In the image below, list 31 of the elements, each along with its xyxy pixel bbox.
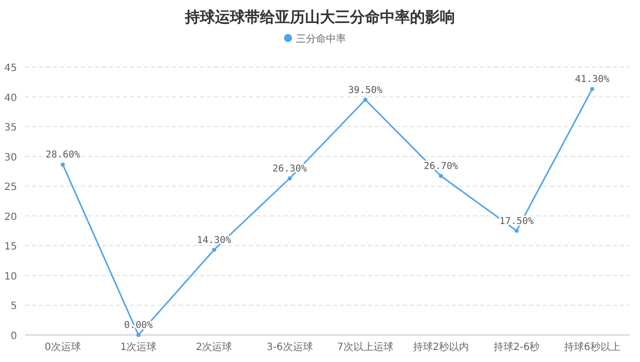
point — [514, 228, 519, 233]
y-tick-label: 40 — [4, 92, 17, 104]
chart-title: 持球运球带给亚历山大三分命中率的影响 — [184, 8, 455, 26]
x-tick-label: 0次运球 — [44, 341, 81, 353]
y-tick-label: 15 — [4, 242, 17, 253]
y-tick-label: 30 — [4, 152, 17, 164]
x-tick-label: 持球6秒以上 — [564, 341, 620, 353]
data-label: 41.30% — [575, 74, 610, 86]
data-label: 28.60% — [46, 150, 80, 161]
y-tick-label: 35 — [4, 122, 17, 134]
y-tick-label: 45 — [4, 63, 17, 74]
x-tick-label: 1次运球 — [120, 341, 157, 353]
y-tick-label: 25 — [4, 182, 17, 194]
x-tick-label: 7次以上运球 — [337, 341, 394, 353]
point — [438, 174, 443, 178]
data-label: 39.50% — [348, 84, 383, 96]
y-tick-label: 10 — [4, 271, 17, 282]
point — [136, 333, 140, 337]
y-tick-label: 0 — [10, 331, 17, 342]
point — [212, 248, 216, 252]
x-tick-label: 持球2-6秒 — [493, 341, 540, 353]
point — [60, 162, 65, 167]
x-tick-label: 2次运球 — [196, 341, 232, 353]
legend-label: 三分命中率 — [296, 33, 346, 45]
x-tick-label: 持球2秒以内 — [412, 341, 470, 353]
y-tick-label: 5 — [10, 301, 17, 312]
point — [288, 176, 292, 180]
point — [363, 98, 368, 102]
point — [590, 87, 594, 92]
x-tick-label: 3-6次运球 — [266, 341, 313, 353]
y-tick-label: 20 — [4, 212, 17, 223]
